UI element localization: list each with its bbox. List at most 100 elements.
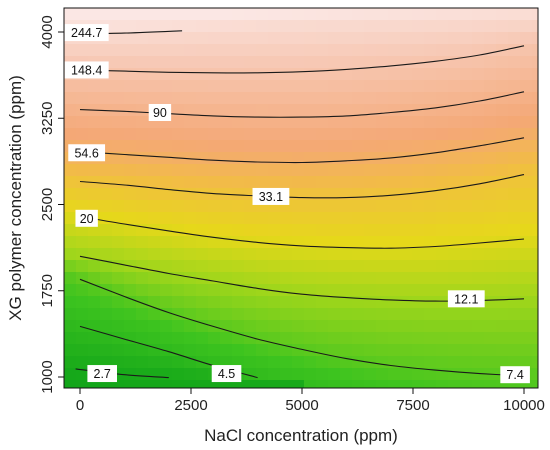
heatmap-cell — [256, 308, 269, 321]
heatmap-cell — [76, 176, 89, 189]
heatmap-cell — [412, 44, 425, 57]
heatmap-cell — [280, 308, 293, 321]
heatmap-cell — [100, 236, 113, 249]
heatmap-cell — [100, 380, 113, 388]
heatmap-cell — [280, 152, 293, 165]
heatmap-cell — [184, 32, 197, 45]
heatmap-cell — [244, 140, 257, 153]
heatmap-cell — [508, 128, 521, 141]
heatmap-cell — [364, 212, 377, 225]
heatmap-cell — [352, 8, 365, 21]
heatmap-cell — [460, 272, 473, 285]
heatmap-cell — [316, 368, 329, 381]
heatmap-cell — [352, 368, 365, 381]
heatmap-cell — [400, 368, 413, 381]
heatmap-cell — [376, 176, 389, 189]
heatmap-cell — [160, 80, 173, 93]
heatmap-cell — [268, 68, 281, 81]
heatmap-cell — [292, 152, 305, 165]
heatmap-cell — [364, 56, 377, 69]
heatmap-cell — [484, 332, 497, 345]
heatmap-cell — [352, 200, 365, 213]
heatmap-cell — [136, 236, 149, 249]
heatmap-cell — [160, 332, 173, 345]
heatmap-cell — [484, 344, 497, 357]
heatmap-cell — [148, 56, 161, 69]
heatmap-cell — [436, 56, 449, 69]
heatmap-cell — [328, 260, 341, 273]
heatmap-cell — [364, 32, 377, 45]
heatmap-cell — [184, 368, 197, 381]
heatmap-cell — [196, 8, 209, 21]
heatmap-cell — [136, 80, 149, 93]
heatmap-cell — [484, 140, 497, 153]
heatmap-cell — [124, 116, 137, 129]
heatmap-cell — [232, 200, 245, 213]
heatmap-cell — [172, 68, 185, 81]
heatmap-cell — [400, 212, 413, 225]
heatmap-cell — [112, 344, 125, 357]
heatmap-cell — [244, 152, 257, 165]
heatmap-cell — [316, 56, 329, 69]
heatmap-cell — [208, 32, 221, 45]
heatmap-cell — [352, 104, 365, 117]
heatmap-cell — [184, 128, 197, 141]
heatmap-cell — [304, 356, 317, 369]
heatmap-cell — [112, 332, 125, 345]
heatmap-cell — [208, 104, 221, 117]
heatmap-cell — [340, 128, 353, 141]
heatmap-cell — [520, 68, 533, 81]
heatmap-cell — [376, 284, 389, 297]
heatmap-cell — [280, 8, 293, 21]
heatmap-cell — [196, 80, 209, 93]
heatmap-cell — [232, 380, 245, 388]
heatmap-cell — [436, 248, 449, 261]
heatmap-cell — [112, 248, 125, 261]
heatmap-cell — [196, 272, 209, 285]
heatmap-field — [64, 8, 538, 388]
heatmap-cell — [148, 140, 161, 153]
heatmap-cell — [148, 92, 161, 105]
heatmap-cell — [340, 176, 353, 189]
heatmap-cell — [508, 356, 521, 369]
heatmap-cell — [88, 296, 101, 309]
heatmap-cell — [112, 140, 125, 153]
heatmap-cell — [148, 20, 161, 33]
contour-line-20 — [79, 216, 525, 249]
heatmap-cell — [124, 164, 137, 177]
heatmap-cell — [196, 248, 209, 261]
heatmap-cell — [208, 248, 221, 261]
heatmap-cell — [88, 164, 101, 177]
heatmap-cell — [64, 188, 77, 201]
heatmap-cell — [472, 104, 485, 117]
heatmap-cell — [124, 224, 137, 237]
heatmap-cell — [304, 380, 317, 388]
heatmap-cell — [244, 128, 257, 141]
contour-label-text: 7.4 — [506, 368, 523, 382]
heatmap-cell — [196, 380, 209, 388]
heatmap-cell — [148, 152, 161, 165]
heatmap-cell — [256, 272, 269, 285]
heatmap-cell — [112, 164, 125, 177]
heatmap-cell — [232, 68, 245, 81]
heatmap-cell — [88, 224, 101, 237]
heatmap-cell — [88, 188, 101, 201]
heatmap-cell — [88, 128, 101, 141]
heatmap-cell — [328, 44, 341, 57]
heatmap-cell — [400, 356, 413, 369]
heatmap-cell — [76, 104, 89, 117]
heatmap-cell — [280, 20, 293, 33]
heatmap-cell — [136, 248, 149, 261]
heatmap-cell — [364, 296, 377, 309]
heatmap-cell — [232, 164, 245, 177]
heatmap-cell — [472, 8, 485, 21]
heatmap-cell — [388, 176, 401, 189]
heatmap-cell — [256, 8, 269, 21]
heatmap-cell — [340, 80, 353, 93]
heatmap-cell — [352, 80, 365, 93]
heatmap-cell — [184, 272, 197, 285]
heatmap-cell — [184, 296, 197, 309]
heatmap-cell — [136, 176, 149, 189]
heatmap-cell — [268, 8, 281, 21]
heatmap-cell — [196, 32, 209, 45]
